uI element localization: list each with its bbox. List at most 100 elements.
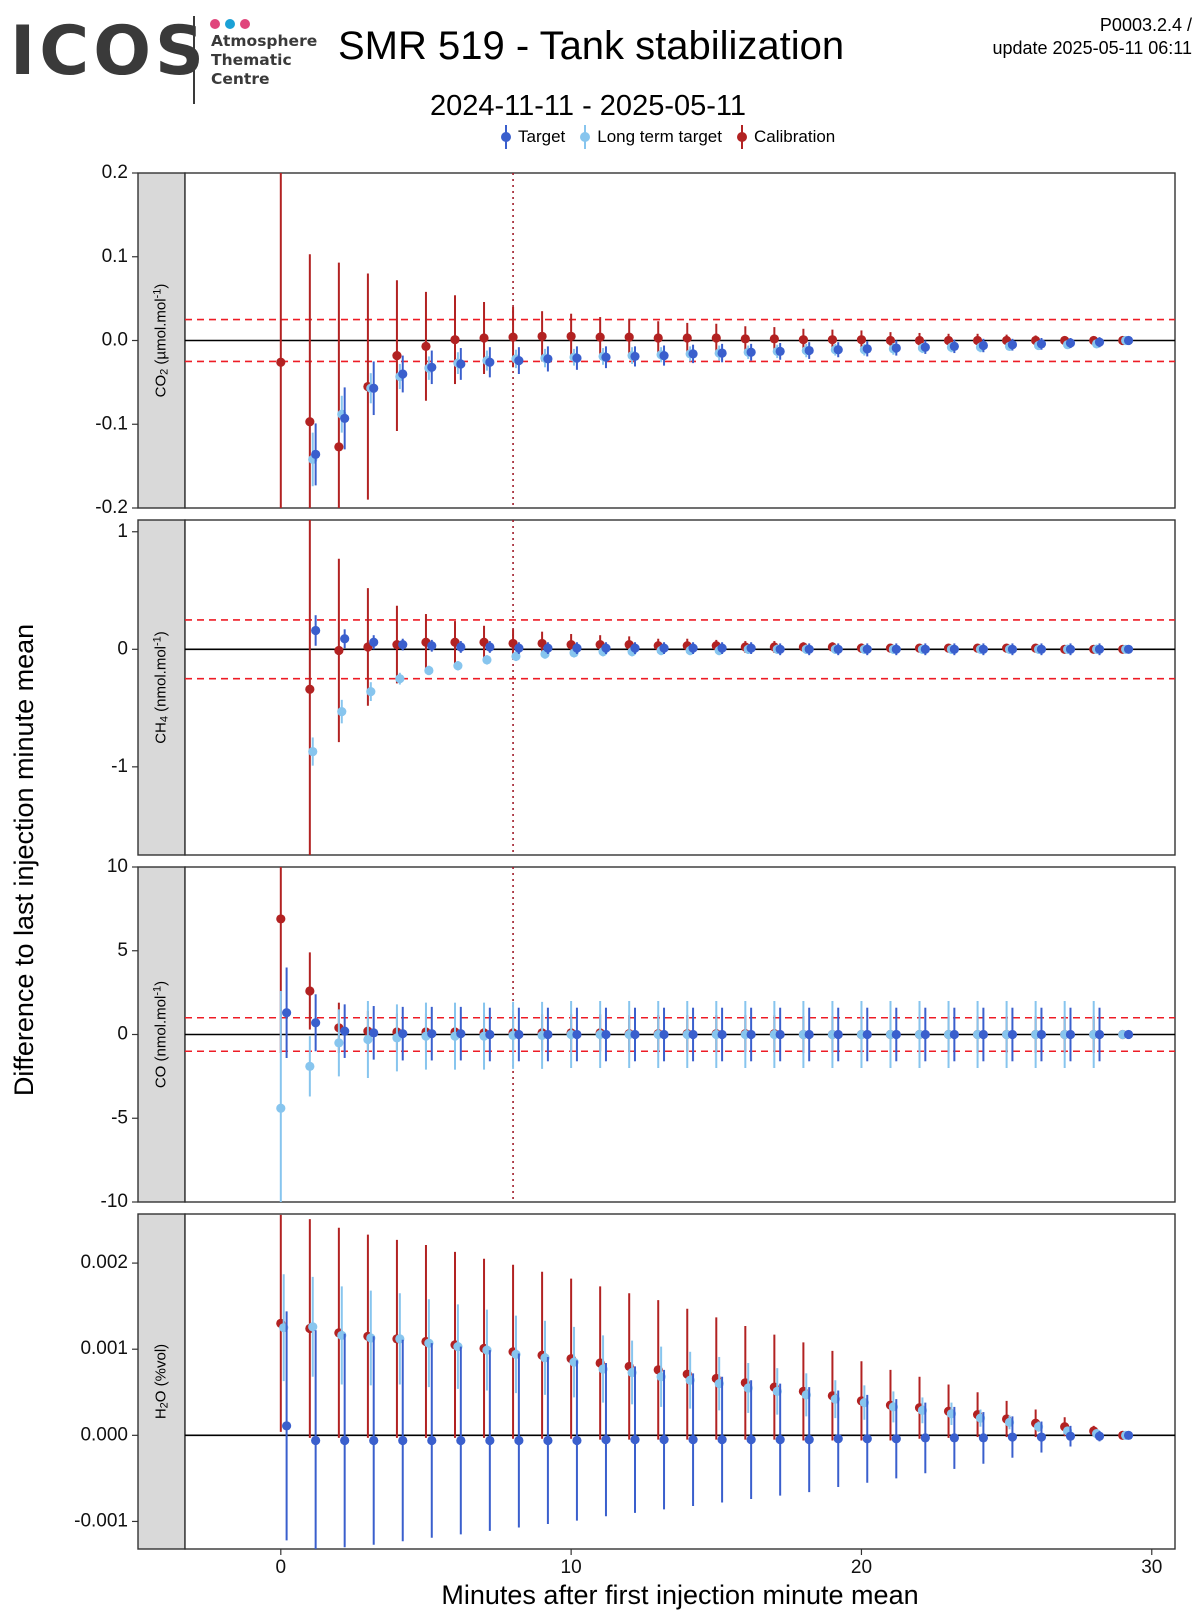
series-long-term-target [276, 990, 1128, 1202]
data-point [630, 1435, 640, 1445]
data-point [862, 344, 872, 354]
data-point [624, 332, 634, 342]
data-point [827, 335, 838, 345]
data-point [978, 1029, 988, 1040]
data-point [369, 1028, 379, 1038]
data-point [1094, 337, 1105, 347]
panel-plot-area [185, 173, 1175, 508]
data-point [282, 1421, 292, 1431]
panel-strip-label: H2O (%vol) [152, 1344, 170, 1419]
data-point [1123, 1430, 1134, 1440]
data-point [717, 348, 727, 358]
data-point [334, 442, 344, 452]
series-target [311, 335, 1134, 486]
data-point [949, 644, 959, 654]
logo-divider [193, 16, 195, 104]
panel-2: CO (nmol.mol-1) -10 -5 0 5 10 [101, 856, 1176, 1212]
data-point [456, 642, 466, 652]
panel-strip [137, 1213, 186, 1550]
legend-item-calibration: Calibration [736, 124, 835, 150]
panel-1: CH4 (nmol.mol-1) -1 0 1 [111, 519, 1176, 856]
data-point [369, 1435, 379, 1446]
data-point [1094, 644, 1105, 654]
y-tick-label: -1 [111, 756, 128, 777]
data-point [833, 345, 843, 355]
data-point [920, 644, 930, 654]
data-point [305, 684, 315, 694]
legend-item-long-term-target: Long term target [579, 124, 722, 150]
data-point [311, 1435, 321, 1446]
data-point [514, 1029, 524, 1040]
data-point [276, 914, 286, 924]
data-point [1036, 1432, 1047, 1442]
data-point [427, 641, 437, 651]
data-point [630, 351, 640, 362]
data-point [485, 1435, 495, 1446]
data-point [572, 1435, 582, 1446]
data-point [978, 644, 988, 654]
data-point [833, 1434, 843, 1444]
panel-strip-label: CO (nmol.mol-1) [151, 981, 169, 1088]
data-point [453, 661, 463, 671]
panel-frame [184, 519, 1176, 856]
data-point [688, 1029, 698, 1040]
panel-frame [184, 1213, 1176, 1550]
x-axis-title: Minutes after first injection minute mea… [441, 1580, 918, 1610]
data-point [511, 651, 521, 661]
data-point [717, 1435, 727, 1445]
data-point [746, 1435, 756, 1445]
data-point [282, 1008, 292, 1018]
data-point [891, 1434, 901, 1444]
version-line: P0003.2.4 / [1099, 15, 1192, 35]
data-point [804, 1435, 814, 1445]
data-point [1094, 1431, 1105, 1441]
y-tick-label: 0.2 [102, 162, 128, 183]
data-point [340, 1435, 350, 1446]
series-target [282, 967, 1134, 1062]
data-point [366, 687, 376, 697]
data-point [543, 643, 553, 653]
data-point [572, 1029, 582, 1040]
data-point [630, 643, 640, 653]
data-point [833, 1029, 843, 1040]
data-point [398, 1029, 408, 1039]
data-point [482, 655, 492, 665]
data-point [746, 347, 756, 357]
data-point [1065, 338, 1076, 348]
data-point [369, 383, 379, 393]
data-point [305, 417, 315, 427]
data-point [427, 362, 437, 372]
data-point [833, 644, 843, 654]
data-point [688, 643, 698, 653]
y-tick-label: 0.001 [80, 1338, 128, 1359]
data-point [746, 1029, 756, 1040]
legend: Target Long term target Calibration [500, 124, 849, 150]
data-point [682, 333, 692, 343]
y-tick-label: 10 [107, 856, 128, 877]
data-point [688, 349, 698, 359]
data-point [566, 331, 576, 341]
data-point [746, 643, 756, 653]
data-point [775, 346, 785, 356]
x-tick-label: 20 [851, 1557, 872, 1578]
data-point [1007, 1432, 1018, 1442]
legend-label: Calibration [754, 127, 836, 146]
data-point [337, 706, 347, 717]
data-point [804, 345, 814, 356]
panel-plot-area [185, 520, 1175, 855]
data-point [276, 357, 286, 367]
data-point [479, 333, 489, 343]
chart-subtitle: 2024-11-11 - 2025-05-11 [430, 90, 746, 122]
data-point [601, 643, 611, 653]
data-point [769, 334, 779, 344]
x-tick-label: 0 [276, 1557, 287, 1578]
y-tick-label: 0.1 [102, 246, 128, 267]
data-point [311, 625, 321, 636]
data-point [543, 354, 553, 364]
data-point [572, 643, 582, 653]
data-point [1007, 1029, 1018, 1040]
data-point [514, 643, 524, 653]
data-point [688, 1435, 698, 1445]
data-point [804, 1029, 814, 1040]
logo-subtitle: Atmosphere Thematic Centre [211, 32, 318, 88]
